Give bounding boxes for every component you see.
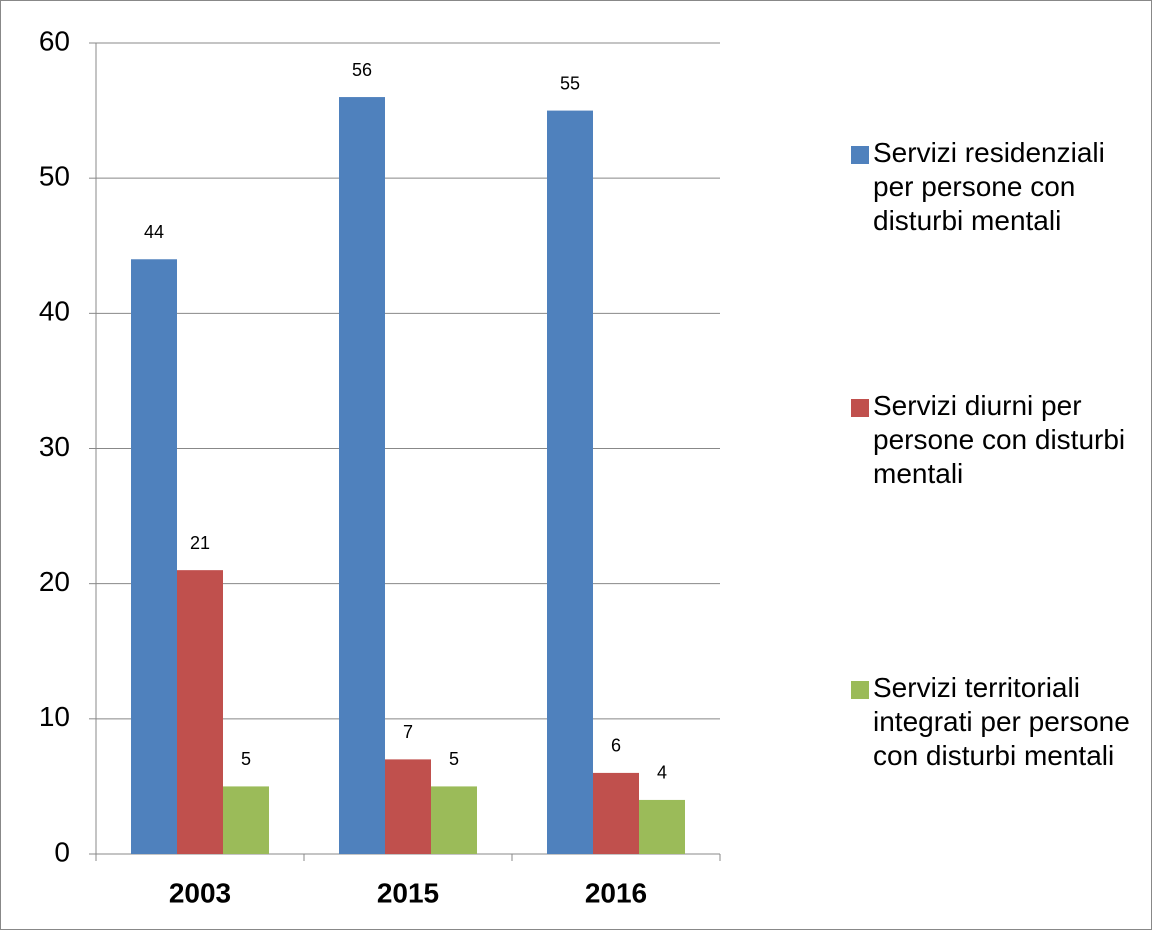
y-tick-label: 0: [54, 836, 70, 867]
y-tick-label: 20: [39, 566, 70, 597]
data-label: 21: [190, 533, 210, 553]
bar: [431, 786, 477, 854]
bar: [385, 759, 431, 854]
data-label: 5: [449, 749, 459, 769]
bar: [547, 110, 593, 855]
data-label: 7: [403, 722, 413, 742]
data-label: 4: [657, 763, 667, 783]
data-label: 44: [144, 222, 164, 242]
legend-swatch: [851, 399, 869, 417]
y-tick-label: 10: [39, 701, 70, 732]
bar: [177, 570, 223, 854]
y-tick-label: 40: [39, 296, 70, 327]
bar: [339, 97, 385, 855]
bar: [593, 772, 639, 854]
x-tick-label: 2015: [377, 877, 439, 908]
bar: [223, 786, 269, 854]
legend-swatch: [851, 146, 869, 164]
y-tick-label: 50: [39, 161, 70, 192]
y-tick-label: 60: [39, 25, 70, 56]
bar: [639, 799, 685, 854]
data-label: 56: [352, 60, 372, 80]
x-tick-label: 2003: [169, 877, 231, 908]
y-tick-label: 30: [39, 431, 70, 462]
legend-label: Servizi territoriali integrati per person…: [873, 672, 1130, 771]
legend-label: Servizi diurni per persone con disturbi me…: [873, 390, 1125, 489]
data-label: 6: [611, 736, 621, 756]
data-label: 55: [560, 73, 580, 93]
bar: [131, 259, 177, 854]
legend-label: Servizi residenziali per persone con distu…: [873, 137, 1105, 236]
x-tick-label: 2016: [585, 877, 647, 908]
data-label: 5: [241, 749, 251, 769]
legend-swatch: [851, 681, 869, 699]
